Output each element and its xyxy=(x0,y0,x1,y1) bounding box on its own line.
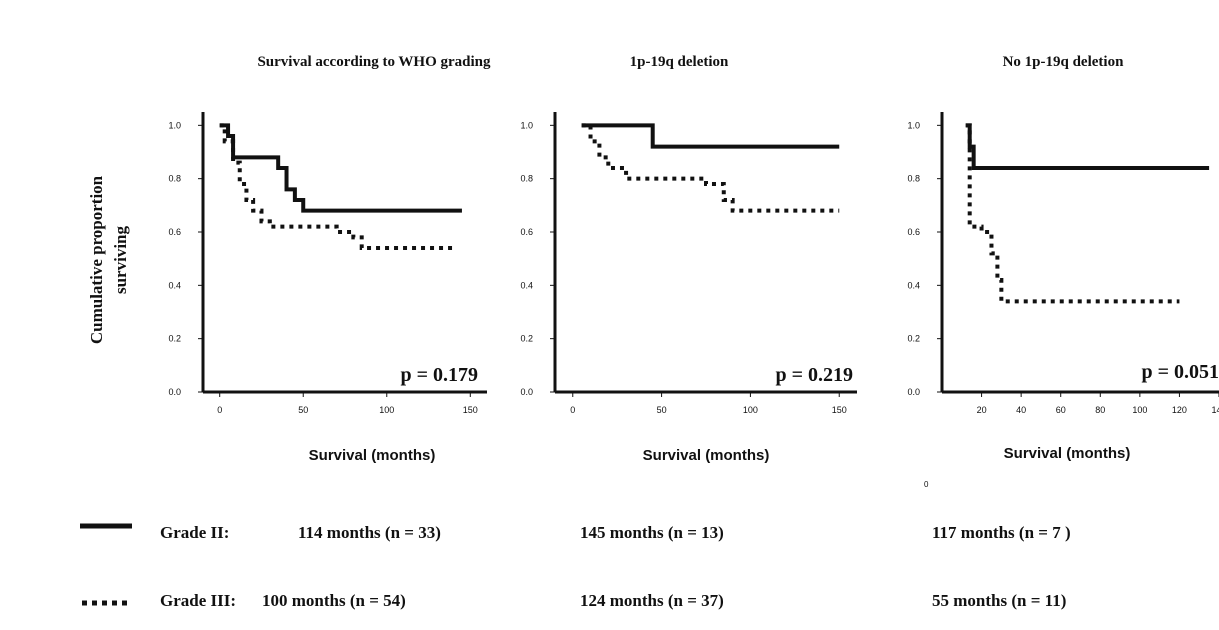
panels: Survival according to WHO grading 0.0 0.2 0… xyxy=(168,54,1219,464)
y-tick-label: 0.6 xyxy=(907,227,920,237)
y-tick-label: 1.0 xyxy=(520,120,533,130)
x-tick-label: 100 xyxy=(1132,405,1147,415)
panel-3-p-value: p = 0.051 xyxy=(1141,361,1219,383)
x-tick-label: 140 xyxy=(1211,405,1219,415)
x-tick-label: 100 xyxy=(379,405,394,415)
x-tick-label: 50 xyxy=(298,405,308,415)
legend-grade-ii-no-deletion: 117 months (n = 7 ) xyxy=(932,523,1071,542)
y-axis-title-line2: surviving xyxy=(111,225,130,294)
x-tick-label: 150 xyxy=(463,405,478,415)
x-tick-label: 0 xyxy=(217,405,222,415)
legend-grade-ii-who: 114 months (n = 33) xyxy=(298,523,441,542)
y-tick-label: 0.0 xyxy=(168,387,181,397)
y-tick-label: 0.4 xyxy=(907,280,920,290)
panel-3: No 1p-19q deletion 0.0 0.2 0.4 0.6 0.8 1.0 20 40… xyxy=(907,54,1219,462)
x-tick-label: 40 xyxy=(1016,405,1026,415)
x-tick-label: 80 xyxy=(1095,405,1105,415)
x-tick-label: 20 xyxy=(977,405,987,415)
legend-grade-ii-deletion: 145 months (n = 13) xyxy=(580,523,724,542)
x-tick-label: 60 xyxy=(1056,405,1066,415)
x-tick-label: 100 xyxy=(743,405,758,415)
legend-label-grade-iii: Grade III: xyxy=(160,591,236,610)
panel-2-title: 1p-19q deletion xyxy=(630,54,729,70)
panel-2-p-value: p = 0.219 xyxy=(775,364,853,386)
panel-3-x-label: Survival (months) xyxy=(1004,445,1131,462)
panel-2: 1p-19q deletion 0.0 0.2 0.4 0.6 0.8 1.0 0 50 100 1… xyxy=(520,54,857,464)
series-grade-iii-line xyxy=(581,123,840,213)
y-tick-label: 0.4 xyxy=(168,280,181,290)
y-tick-label: 0.0 xyxy=(907,387,920,397)
legend-grade-iii-who: 100 months (n = 54) xyxy=(262,591,406,610)
x-tick-label: 120 xyxy=(1172,405,1187,415)
y-tick-label: 0.2 xyxy=(168,334,181,344)
y-tick-label: 0.4 xyxy=(520,280,533,290)
y-tick-label: 0.8 xyxy=(168,174,181,184)
legend: Grade II: 114 months (n = 33) 145 months… xyxy=(80,523,1071,610)
legend-label-grade-ii: Grade II: xyxy=(160,523,229,542)
series-grade-ii-line xyxy=(965,123,1210,170)
panel-2-x-label: Survival (months) xyxy=(643,447,770,464)
x-tick-label: 50 xyxy=(657,405,667,415)
panel-1: Survival according to WHO grading 0.0 0.2 0… xyxy=(168,54,491,464)
y-axis-title-line1: Cumulative proportion xyxy=(87,175,106,344)
x-tick-label: 150 xyxy=(832,405,847,415)
legend-grade-iii-no-deletion: 55 months (n = 11) xyxy=(932,591,1066,610)
panel-1-p-value: p = 0.179 xyxy=(400,364,478,386)
y-tick-label: 0.0 xyxy=(520,387,533,397)
y-tick-label: 0.2 xyxy=(907,334,920,344)
series-grade-iii-line xyxy=(965,123,1180,304)
y-tick-label: 0.6 xyxy=(520,227,533,237)
y-tick-label: 0.8 xyxy=(520,174,533,184)
stray-mark: 0 xyxy=(924,480,929,489)
x-tick-label: 0 xyxy=(570,405,575,415)
legend-grade-iii-deletion: 124 months (n = 37) xyxy=(580,591,724,610)
panel-3-title: No 1p-19q deletion xyxy=(1003,54,1125,70)
y-tick-label: 1.0 xyxy=(168,120,181,130)
series-grade-iii-line xyxy=(219,123,454,250)
y-tick-label: 0.2 xyxy=(520,334,533,344)
y-tick-label: 0.6 xyxy=(168,227,181,237)
y-tick-label: 0.8 xyxy=(907,174,920,184)
panel-1-title: Survival according to WHO grading xyxy=(257,54,491,70)
panel-1-x-label: Survival (months) xyxy=(309,447,436,464)
series-grade-ii-line xyxy=(219,123,462,213)
series-grade-ii-line xyxy=(581,123,840,149)
y-tick-label: 1.0 xyxy=(907,120,920,130)
